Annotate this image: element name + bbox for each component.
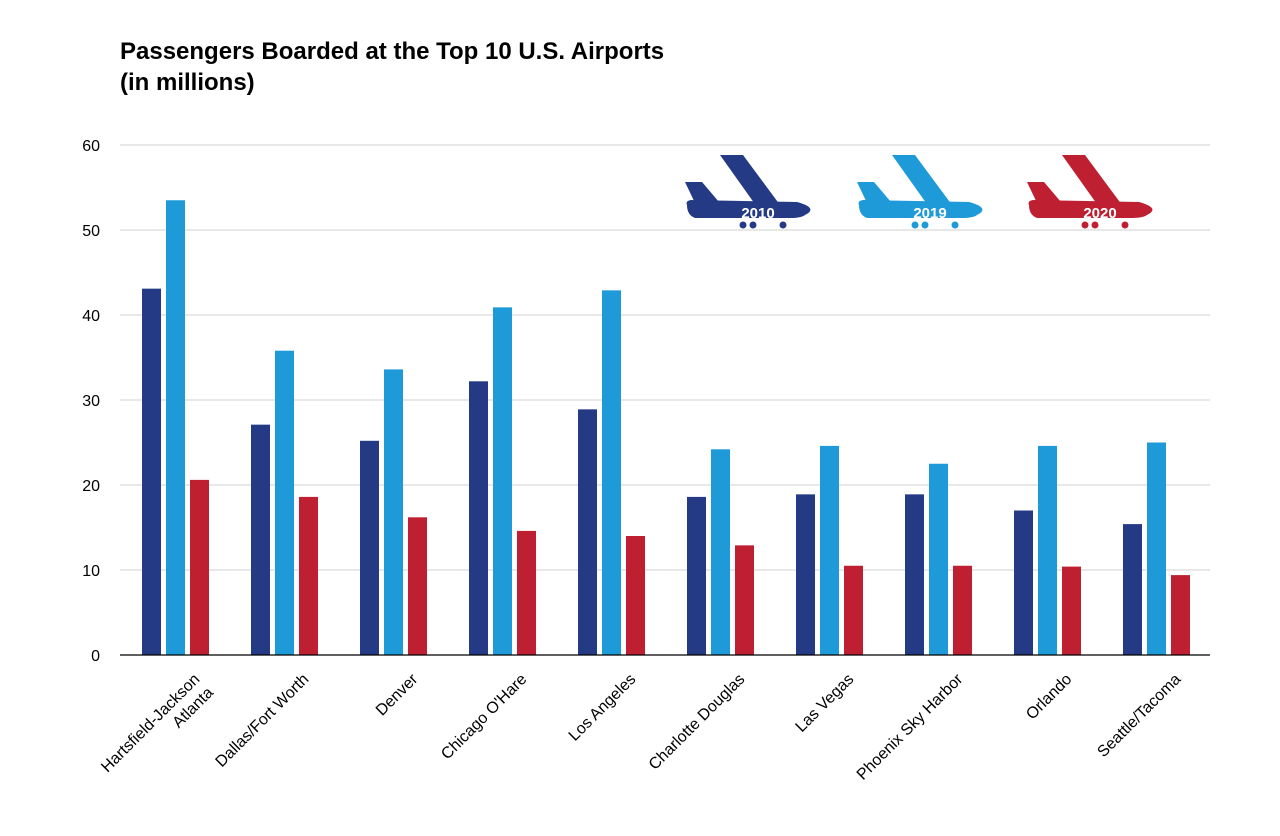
bar-2010 [1123, 524, 1142, 655]
y-tick-label: 40 [82, 308, 100, 325]
bar-2019 [1147, 442, 1166, 655]
legend-label-2010: 2010 [741, 205, 774, 222]
airplane-wheel [739, 221, 747, 229]
legend-airplane-2020: 2020 [1027, 155, 1153, 229]
airplane-wheel [1091, 221, 1099, 229]
airplane-wing [892, 155, 952, 207]
bar-2010 [469, 381, 488, 655]
bar-2020 [735, 545, 754, 655]
bar-2010 [905, 494, 924, 655]
airplane-wheel [1121, 221, 1129, 229]
airplane-wing [1062, 155, 1122, 207]
legend-label-2019: 2019 [913, 205, 946, 222]
bar-2010 [1014, 510, 1033, 655]
legend-airplane-2010: 2010 [685, 155, 811, 229]
x-category-label-line: Chicago O'Hare [438, 671, 530, 763]
x-category-label: Charlotte Douglas [646, 671, 749, 774]
chart-title-line-1: Passengers Boarded at the Top 10 U.S. Ai… [120, 38, 665, 65]
airplane-wheel [911, 221, 919, 229]
x-category-label-line: Denver [373, 670, 422, 719]
bar-2010 [687, 496, 706, 655]
legend-airplane-2019: 2019 [857, 155, 983, 229]
x-category-label: Dallas/Fort Worth [213, 671, 313, 771]
airplane-tail [685, 182, 719, 203]
bar-2010 [251, 424, 270, 655]
airplane-wheel [921, 221, 929, 229]
x-category-label: Seattle/Tacoma [1094, 671, 1184, 761]
x-category-label: Los Angeles [566, 671, 640, 745]
airplane-wheel [749, 221, 757, 229]
y-tick-label: 20 [82, 478, 100, 495]
bar-2020 [517, 530, 536, 655]
bar-2010 [578, 409, 597, 655]
bars [142, 200, 1190, 655]
bar-2019 [166, 200, 185, 655]
bar-2020 [1062, 566, 1081, 655]
airplane-wheel [951, 221, 959, 229]
bar-2020 [626, 536, 645, 655]
x-category-label-line: Las Vegas [793, 671, 858, 736]
x-category-label-line: Los Angeles [566, 671, 640, 745]
bar-2019 [493, 307, 512, 655]
bar-2019 [384, 369, 403, 655]
bar-2020 [190, 479, 209, 655]
bar-2020 [299, 496, 318, 655]
y-tick-label: 60 [82, 138, 100, 155]
airplane-tail [1027, 182, 1061, 203]
bar-2010 [142, 288, 161, 655]
airplane-wheel [779, 221, 787, 229]
y-tick-label: 50 [82, 223, 100, 240]
y-tick-label: 10 [82, 563, 100, 580]
bar-2020 [1171, 575, 1190, 655]
x-category-label-line: Charlotte Douglas [646, 671, 749, 774]
bar-2019 [711, 449, 730, 655]
bar-2020 [953, 565, 972, 655]
x-category-label: Denver [373, 670, 422, 719]
y-axis-ticks: 0 10 20 30 40 50 60 [82, 138, 100, 665]
airplane-wheel [1081, 221, 1089, 229]
airplane-wing [720, 155, 780, 207]
x-category-label: Phoenix Sky Harbor [854, 670, 967, 783]
x-category-label-line: Orlando [1023, 671, 1075, 723]
bar-2010 [796, 494, 815, 655]
chart-title: Passengers Boarded at the Top 10 U.S. Ai… [120, 36, 664, 98]
legend: 2010 2019 2020 [685, 155, 1153, 229]
bar-2019 [275, 350, 294, 655]
bar-2019 [1038, 445, 1057, 655]
x-category-label: Orlando [1023, 671, 1075, 723]
chart-title-line-2: (in millions) [120, 69, 255, 96]
bar-2010 [360, 440, 379, 655]
x-category-label: Chicago O'Hare [438, 671, 530, 763]
bar-2019 [602, 290, 621, 655]
y-tick-label: 0 [91, 648, 100, 665]
bar-2019 [820, 445, 839, 655]
x-category-label-line: Dallas/Fort Worth [213, 671, 313, 771]
bar-2020 [408, 517, 427, 655]
x-category-label-line: Seattle/Tacoma [1094, 671, 1184, 761]
bar-2019 [929, 463, 948, 655]
x-category-label: Las Vegas [793, 671, 858, 736]
y-tick-label: 30 [82, 393, 100, 410]
airplane-tail [857, 182, 891, 203]
legend-label-2020: 2020 [1083, 205, 1116, 222]
x-category-label-line: Phoenix Sky Harbor [854, 670, 967, 783]
bar-2020 [844, 565, 863, 655]
